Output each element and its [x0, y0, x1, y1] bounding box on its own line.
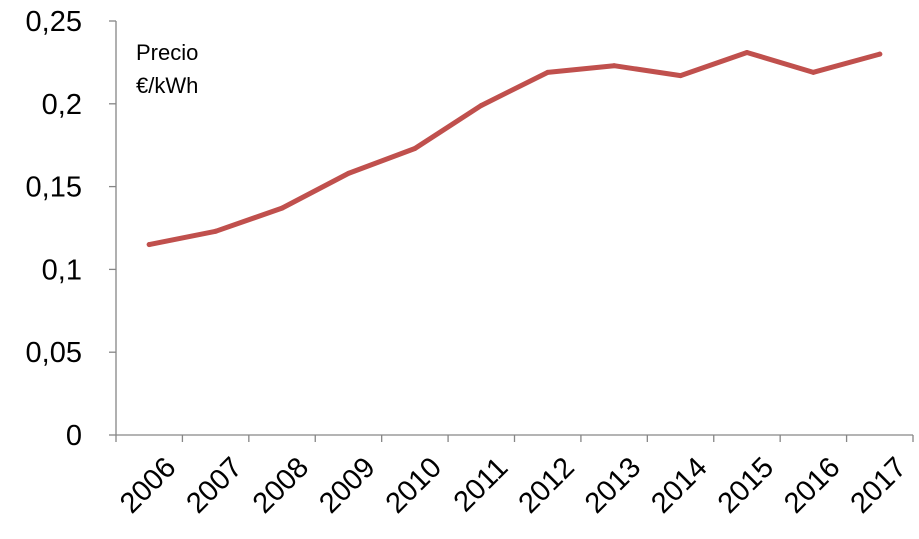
y-tick-label: 0: [66, 420, 82, 452]
data-point: [412, 146, 418, 152]
data-point: [545, 69, 551, 75]
annotation-line-1: Precio: [136, 40, 199, 65]
x-tick-label: 2017: [845, 451, 913, 519]
data-point: [478, 102, 484, 108]
data-point: [279, 205, 285, 211]
data-point: [810, 69, 816, 75]
data-point: [611, 63, 617, 69]
data-point: [877, 51, 883, 57]
y-tick-label: 0,1: [42, 254, 82, 286]
data-point: [678, 73, 684, 79]
x-tick-label: 2010: [380, 451, 448, 519]
y-tick-label: 0,25: [26, 6, 82, 38]
y-tick-label: 0,2: [42, 89, 82, 121]
x-tick-label: 2016: [778, 451, 846, 519]
x-tick-label: 2013: [579, 451, 647, 519]
x-tick-label: 2009: [313, 451, 381, 519]
x-tick-label: 2012: [513, 451, 581, 519]
data-point: [146, 242, 152, 248]
x-tick-label: 2007: [180, 451, 248, 519]
x-tick-label: 2011: [448, 451, 515, 518]
x-tick-label: 2008: [247, 451, 315, 519]
annotation-line-2: €/kWh: [136, 73, 199, 98]
x-tick-label: 2014: [645, 451, 713, 519]
x-tick-label: 2015: [712, 451, 780, 519]
data-point: [213, 228, 219, 234]
y-tick-label: 0,15: [26, 172, 82, 204]
data-point: [744, 49, 750, 55]
y-tick-label: 0,05: [26, 337, 82, 369]
series-line: [146, 49, 883, 248]
data-point: [345, 170, 351, 176]
x-tick-label: 2006: [114, 451, 182, 519]
series-annotation: Precio €/kWh: [136, 36, 198, 102]
